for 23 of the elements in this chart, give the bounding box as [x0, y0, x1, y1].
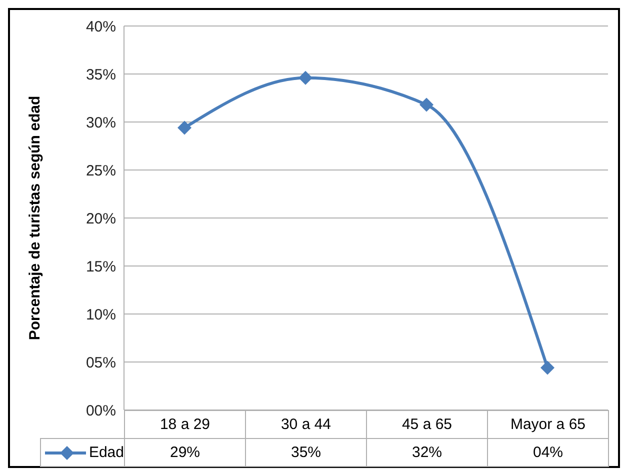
point	[420, 98, 434, 112]
y-axis-title: Porcentaje de turistas según edad	[26, 96, 44, 340]
y-tick-label: 30%	[86, 114, 116, 132]
y-tick-label: 25%	[86, 162, 116, 180]
y-tick-label: 10%	[86, 306, 116, 324]
point	[298, 70, 312, 85]
data-label: 35%	[245, 438, 367, 467]
x-tick-label: 45 a 65	[366, 410, 488, 439]
y-tick-label: 15%	[86, 258, 116, 276]
y-tick-label: 40%	[86, 18, 116, 36]
y-tick-label: 00%	[86, 402, 116, 420]
data-label: 04%	[487, 438, 609, 467]
x-tick-label: 30 a 44	[245, 410, 367, 439]
data-label: 29%	[124, 438, 246, 467]
x-tick-label: Mayor a 65	[487, 410, 609, 439]
data-label: 32%	[366, 438, 488, 467]
y-tick-label: 35%	[86, 66, 116, 84]
legend-label: Edad	[88, 444, 124, 461]
y-tick-label: 05%	[86, 354, 116, 372]
y-tick-label: 20%	[86, 210, 116, 228]
x-tick-label: 18 a 29	[124, 410, 246, 439]
point	[178, 120, 192, 135]
point	[540, 360, 554, 375]
